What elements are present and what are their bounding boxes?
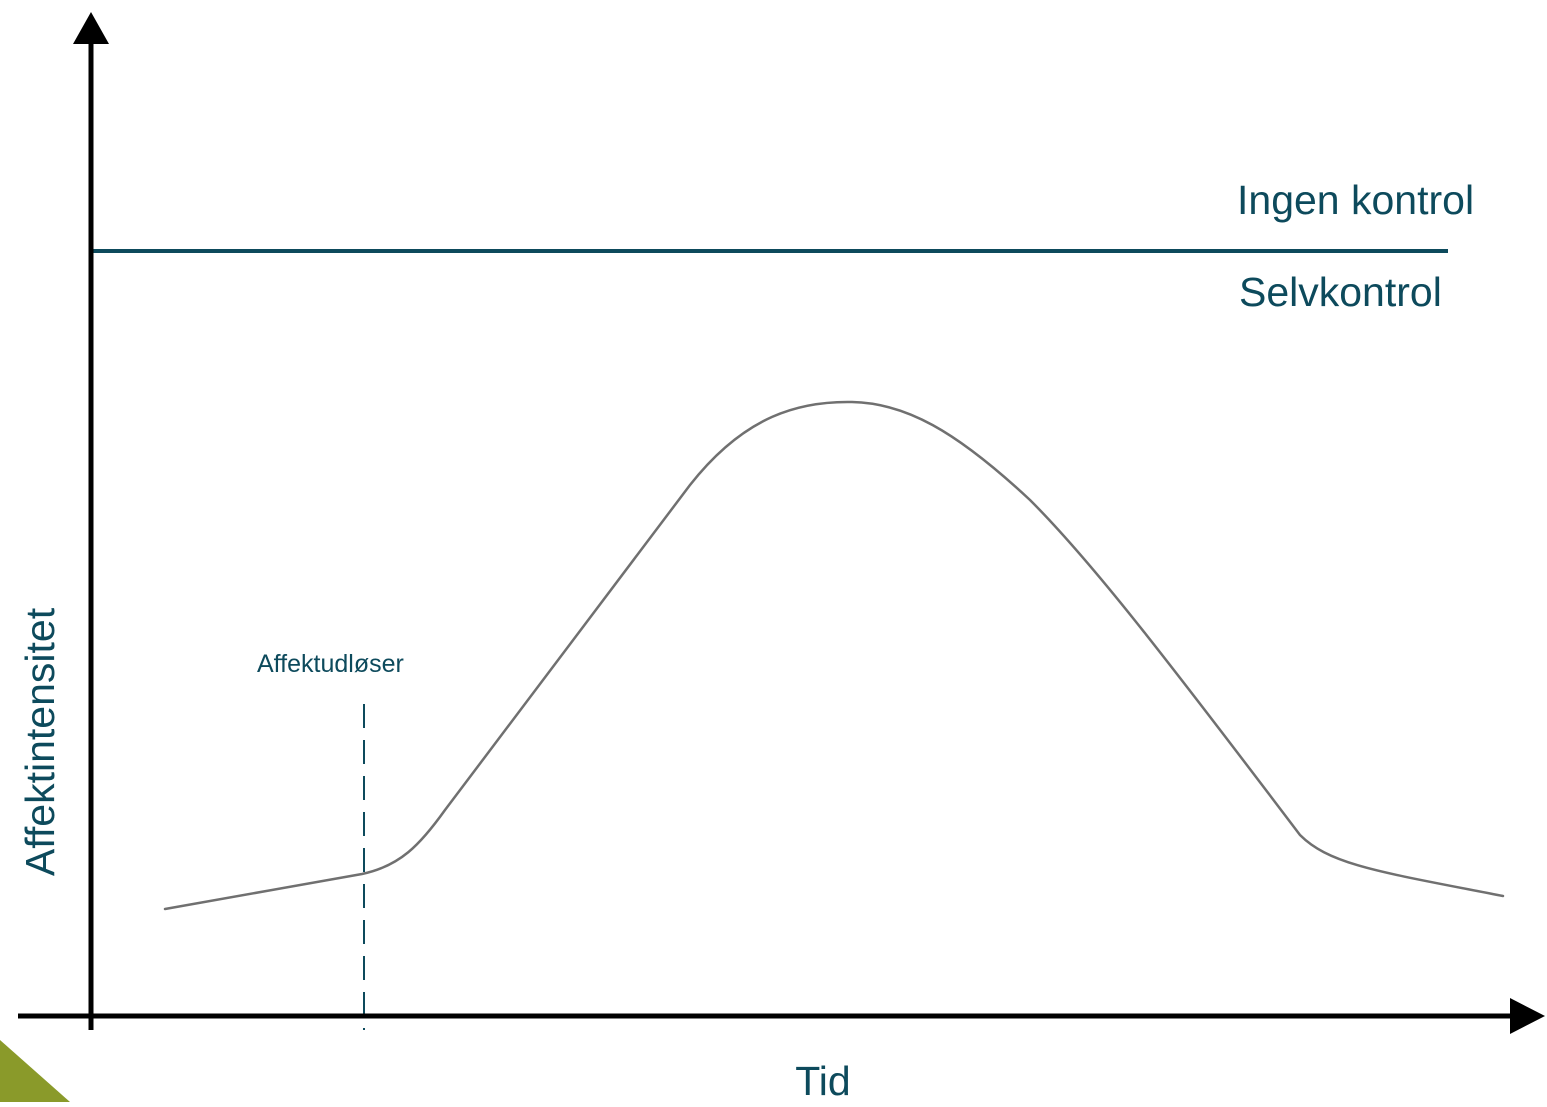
y-axis-arrowhead [73, 12, 109, 44]
affect-intensity-curve [163, 400, 1505, 911]
threshold-label-above: Ingen kontrol [1237, 177, 1474, 223]
trigger-label: Affektudløser [257, 650, 404, 678]
x-axis-arrowhead [1510, 998, 1545, 1034]
y-axis-label: Affektintensitet [17, 607, 63, 876]
x-axis-label: Tid [795, 1058, 850, 1102]
corner-accent-triangle [0, 1040, 70, 1102]
threshold-label-below: Selvkontrol [1239, 269, 1442, 315]
